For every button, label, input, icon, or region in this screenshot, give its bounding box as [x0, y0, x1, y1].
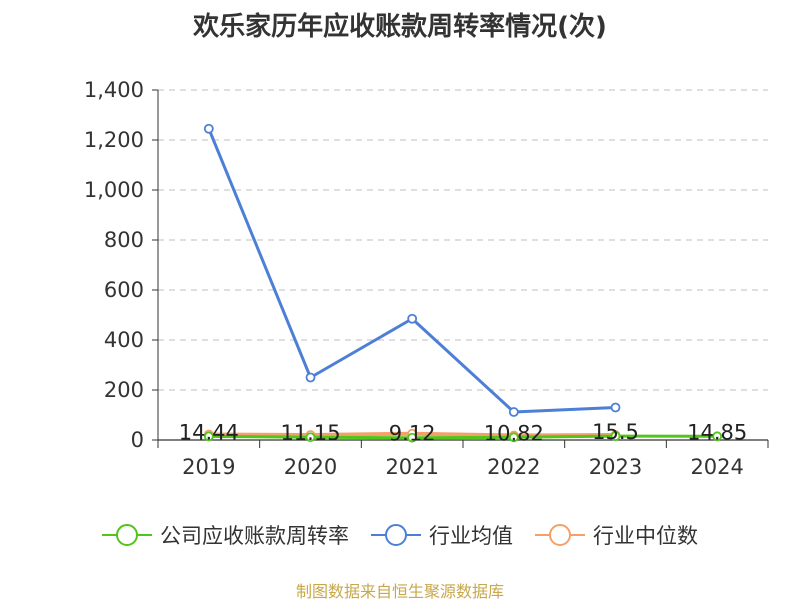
series-point — [407, 313, 418, 324]
legend-item-company[interactable]: 公司应收账款周转率 — [102, 520, 349, 550]
legend-label-industry-median: 行业中位数 — [593, 524, 698, 548]
x-tick-label: 2022 — [487, 455, 540, 479]
data-label: 11.15 — [280, 421, 340, 445]
legend-swatch-industry-mean — [371, 524, 421, 546]
x-tick-label: 2019 — [182, 455, 235, 479]
series-layer — [203, 123, 723, 443]
data-label: 9.12 — [389, 422, 436, 446]
x-tick-label: 2023 — [589, 455, 642, 479]
y-tick-label: 1,400 — [84, 78, 144, 102]
data-labels: 14.44 11.15 9.12 10.82 15.5 14.85 — [179, 420, 747, 446]
y-tick-label: 400 — [104, 328, 144, 352]
data-source-note: 制图数据来自恒生聚源数据库 — [295, 582, 504, 601]
y-tick-label: 600 — [104, 278, 144, 302]
y-tick-label: 0 — [131, 428, 144, 452]
series-point — [610, 402, 621, 413]
series-point — [305, 372, 316, 383]
series-point — [508, 432, 519, 443]
y-tick-label: 800 — [104, 228, 144, 252]
x-tick-label: 2021 — [385, 455, 438, 479]
chart-title: 欢乐家历年应收账款周转率情况(次) — [193, 12, 607, 42]
legend-swatch-industry-median — [535, 524, 585, 546]
grid-lines — [158, 89, 768, 391]
series-point — [508, 407, 519, 417]
legend-item-industry-median[interactable]: 行业中位数 — [535, 520, 698, 550]
y-tick-label: 1,200 — [84, 128, 144, 152]
x-tick-label: 2024 — [690, 455, 743, 479]
series-point — [203, 431, 214, 442]
x-axis: 2019 2020 2021 2022 2023 2024 — [157, 439, 769, 479]
legend: 公司应收账款周转率 行业均值 行业中位数 — [0, 520, 800, 550]
series-point — [407, 432, 418, 443]
data-label: 14.85 — [687, 420, 747, 444]
x-tick-label: 2020 — [284, 455, 337, 479]
series-point — [712, 431, 723, 442]
series-point — [305, 432, 316, 443]
y-tick-label: 1,000 — [84, 178, 144, 202]
legend-item-industry-mean[interactable]: 行业均值 — [371, 520, 513, 550]
data-label: 15.5 — [592, 420, 639, 444]
y-axis: 0 200 400 600 800 1,000 1,200 1,400 — [84, 78, 159, 452]
y-tick-label: 200 — [104, 378, 144, 402]
series-line — [207, 434, 719, 440]
series-line — [207, 127, 617, 414]
legend-swatch-company — [102, 524, 152, 546]
series-point — [203, 123, 214, 134]
data-label: 14.44 — [179, 420, 239, 444]
legend-label-company: 公司应收账款周转率 — [160, 524, 349, 548]
data-label: 10.82 — [484, 421, 544, 445]
legend-label-industry-mean: 行业均值 — [429, 524, 513, 548]
series-point — [610, 431, 621, 442]
